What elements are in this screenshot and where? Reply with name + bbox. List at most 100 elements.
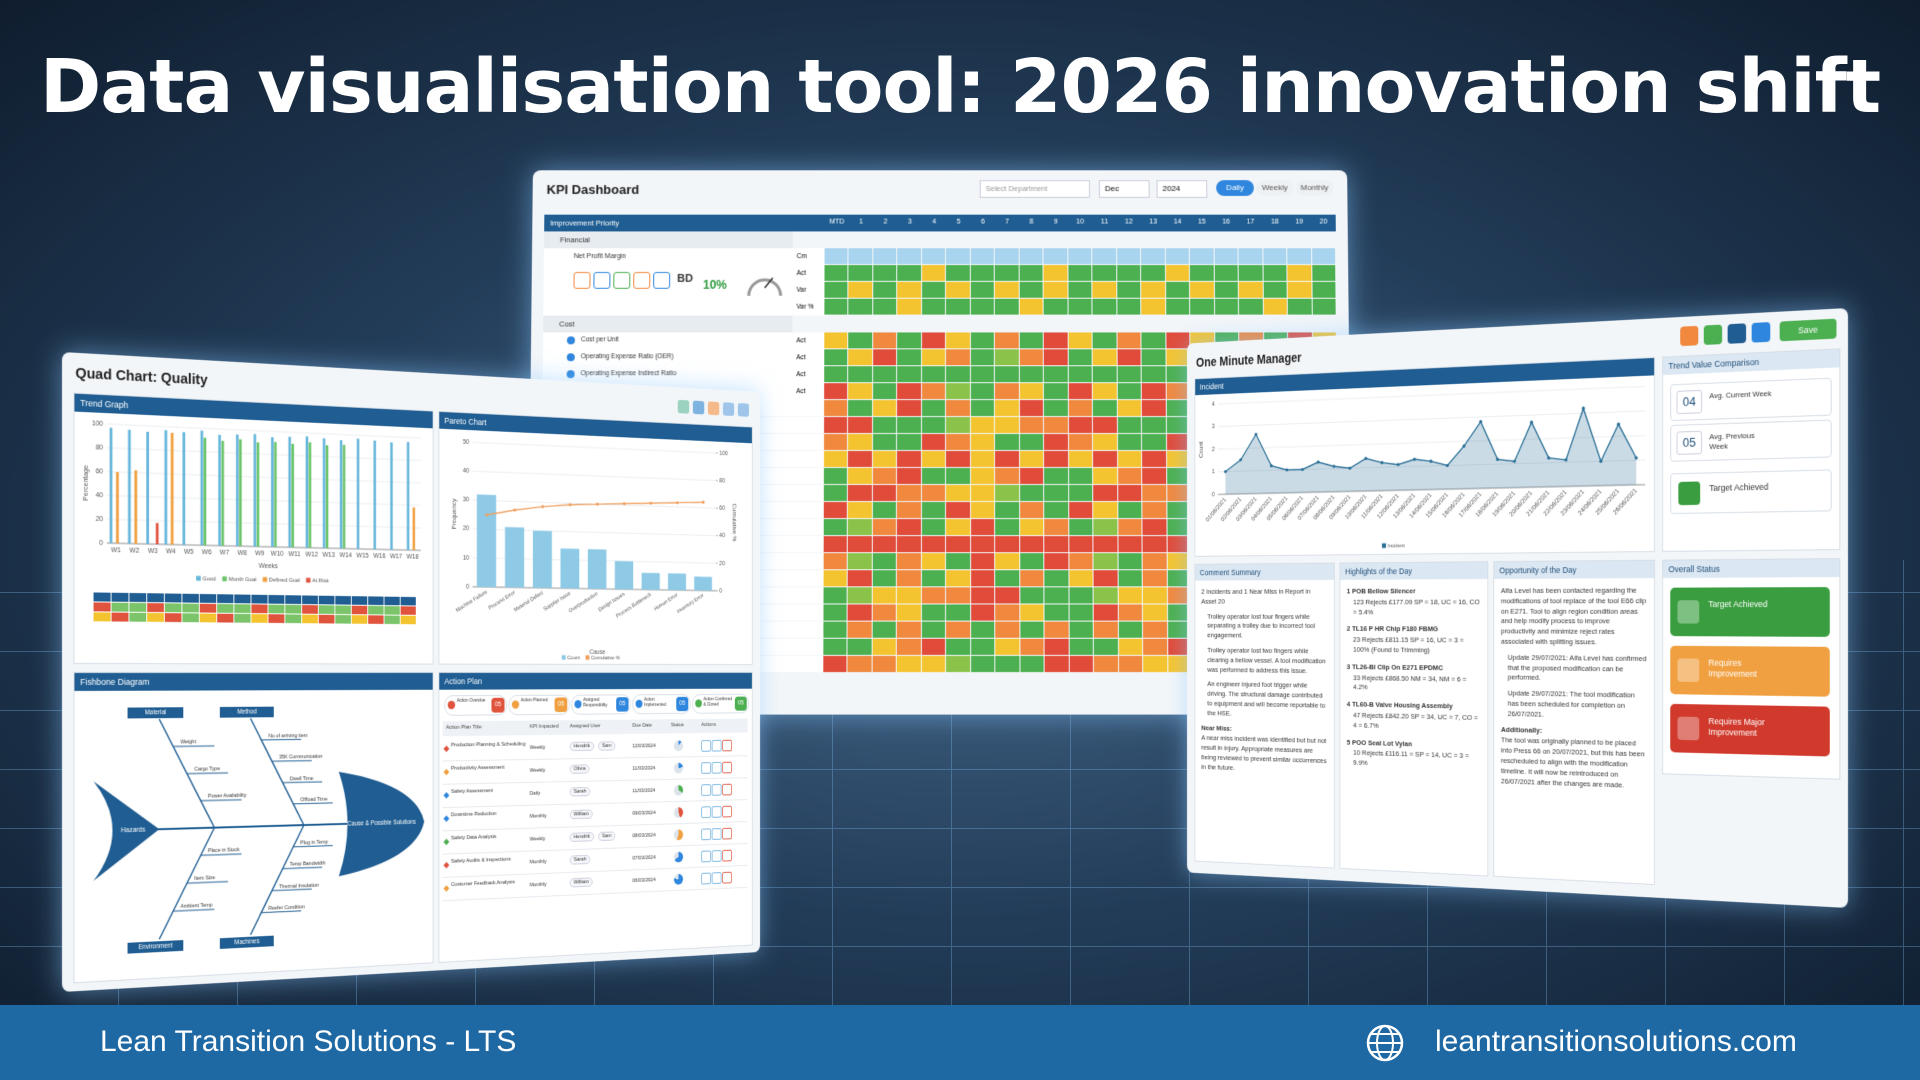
highlight-name: 2 TL16 P HR Chip F180 FBMG bbox=[1347, 625, 1481, 636]
action-button[interactable] bbox=[701, 873, 711, 885]
heatmap-cell bbox=[849, 332, 872, 348]
user-tag: Hendrik bbox=[570, 742, 594, 751]
highlight-name: 3 TL26-BI Clip On E271 EPDMC bbox=[1347, 662, 1481, 674]
toolbar-button[interactable] bbox=[1704, 325, 1722, 345]
action-button[interactable] bbox=[701, 740, 711, 752]
heatmap-cell bbox=[995, 282, 1018, 298]
toolbar-button[interactable] bbox=[708, 401, 719, 415]
chip-icon bbox=[636, 700, 643, 708]
heatmap-cell bbox=[922, 656, 946, 672]
action-button[interactable] bbox=[712, 784, 722, 796]
heatmap-cell bbox=[946, 417, 969, 433]
result-label: Target Achieved bbox=[1709, 482, 1774, 494]
toolbar-button[interactable] bbox=[693, 401, 704, 415]
action-button[interactable] bbox=[712, 806, 722, 818]
card-body: 2 Incidents and 1 Near Miss in Report in… bbox=[1201, 587, 1327, 782]
year-select[interactable]: 2024 bbox=[1157, 180, 1208, 198]
heatmap-cell bbox=[1093, 366, 1116, 382]
action-button[interactable] bbox=[701, 762, 711, 774]
grid-line bbox=[473, 442, 717, 453]
y-tick-label: 60 bbox=[96, 468, 104, 475]
action-title: Productivity Assessment bbox=[451, 765, 526, 773]
heatmap-cell bbox=[1044, 282, 1067, 298]
heatmap-cell bbox=[995, 332, 1018, 348]
kpi-impacted: Monthly bbox=[530, 814, 547, 820]
toolbar-button[interactable] bbox=[738, 403, 749, 417]
action-button[interactable] bbox=[712, 762, 722, 774]
result-box: Target Achieved bbox=[1670, 469, 1831, 514]
action-button[interactable] bbox=[701, 784, 711, 796]
period-button[interactable]: Weekly bbox=[1256, 180, 1294, 196]
action-button[interactable] bbox=[701, 828, 711, 840]
department-select[interactable]: Select Department bbox=[980, 180, 1090, 198]
y-tick-label: 40 bbox=[463, 468, 470, 475]
action-button[interactable] bbox=[722, 828, 732, 840]
row-bullet bbox=[443, 839, 449, 846]
action-button[interactable] bbox=[722, 784, 732, 796]
heatmap-cell bbox=[971, 519, 995, 535]
heatmap-cell bbox=[922, 248, 945, 264]
toolbar-button[interactable] bbox=[1728, 323, 1746, 344]
heatmap-cell bbox=[1093, 485, 1117, 501]
action-button[interactable] bbox=[722, 762, 732, 774]
kpi-impacted: Weekly bbox=[530, 768, 546, 774]
company-name: Lean Transition Solutions - LTS bbox=[100, 1025, 516, 1059]
legend-label: Defined Goal bbox=[269, 577, 300, 583]
toolbar-button[interactable] bbox=[723, 402, 734, 416]
heatmap-cell bbox=[1239, 299, 1263, 315]
x-tick-label: Machine Failure bbox=[455, 590, 488, 614]
action-button[interactable] bbox=[701, 851, 711, 863]
toolbar-button[interactable] bbox=[1680, 326, 1698, 346]
heatmap-cell bbox=[1044, 519, 1068, 535]
toolbar-button[interactable] bbox=[1752, 322, 1771, 343]
heatmap-cell bbox=[1069, 451, 1093, 467]
action-button[interactable] bbox=[722, 872, 732, 884]
point bbox=[1582, 407, 1585, 411]
branch bbox=[159, 719, 214, 830]
heatmap-cell bbox=[1020, 434, 1044, 450]
heatmap-cell bbox=[1045, 604, 1069, 620]
chip-icon bbox=[512, 700, 519, 708]
month-select[interactable]: Dec bbox=[1099, 180, 1150, 198]
cause-line bbox=[201, 854, 242, 855]
kpi-icon bbox=[633, 272, 650, 289]
heatmap-cell bbox=[898, 248, 921, 264]
heatmap-cell bbox=[1214, 282, 1237, 298]
toolbar-button[interactable] bbox=[678, 400, 689, 414]
heatmap-cell bbox=[1190, 248, 1213, 264]
action-button[interactable] bbox=[712, 828, 722, 840]
action-button[interactable] bbox=[701, 806, 711, 818]
heatmap-cell bbox=[1092, 248, 1115, 264]
action-button[interactable] bbox=[722, 740, 732, 752]
period-button[interactable]: Daily bbox=[1216, 180, 1254, 196]
heatmap-cell bbox=[1020, 639, 1044, 655]
heatmap-cell bbox=[1020, 622, 1044, 638]
heatmap-cell bbox=[1118, 485, 1142, 501]
heatmap-cell bbox=[873, 332, 896, 348]
pareto-card: Pareto Chart 0 10 20 30 40 50 0 20 40 60 80 100 Frequ… bbox=[438, 411, 752, 665]
action-button[interactable] bbox=[712, 872, 722, 884]
due-date: 06/03/2024 bbox=[632, 878, 655, 884]
action-button[interactable] bbox=[722, 806, 732, 818]
heatmap-cell bbox=[824, 400, 847, 416]
y-tick-label: 3 bbox=[1212, 424, 1215, 431]
heatmap-cell bbox=[1094, 536, 1118, 552]
action-button[interactable] bbox=[712, 740, 722, 752]
x-tick-label: W5 bbox=[184, 549, 194, 556]
table-cell bbox=[165, 613, 182, 622]
action-button[interactable] bbox=[712, 850, 722, 862]
table-cell bbox=[94, 612, 111, 621]
period-button[interactable]: Monthly bbox=[1296, 180, 1334, 196]
heatmap-cell bbox=[848, 622, 872, 638]
heatmap-cell bbox=[848, 570, 872, 586]
chip-count: 05 bbox=[616, 697, 628, 711]
action-button[interactable] bbox=[722, 850, 732, 862]
bar bbox=[343, 445, 346, 549]
heatmap-cell bbox=[1142, 434, 1166, 450]
y2-tick-label: 20 bbox=[719, 560, 725, 566]
heatmap-cell bbox=[897, 468, 921, 484]
save-button[interactable]: Save bbox=[1780, 319, 1837, 342]
heatmap-cell bbox=[1044, 485, 1068, 501]
heatmap-cell bbox=[1019, 282, 1042, 298]
